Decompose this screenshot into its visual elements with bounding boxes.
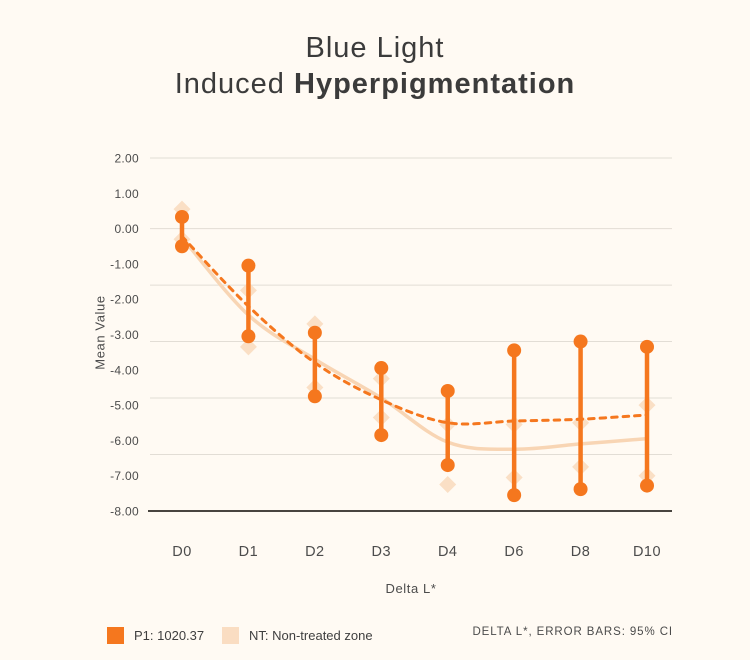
p1-ci-lower-dot xyxy=(307,389,322,404)
p1-ci-lower-dot xyxy=(507,488,522,503)
p1-ci-lower-dot xyxy=(640,478,655,493)
x-tick-label: D0 xyxy=(172,544,192,560)
p1-ci-upper-dot xyxy=(307,325,322,340)
nt-ci-diamond xyxy=(439,476,457,494)
legend-swatch-nt xyxy=(222,626,239,644)
x-tick-label: D4 xyxy=(438,544,458,560)
p1-ci-lower-dot xyxy=(440,458,455,473)
p1-ci-upper-dot xyxy=(175,209,189,224)
p1-ci-upper-dot xyxy=(374,361,389,376)
y-tick-label: 2.00 xyxy=(114,152,139,166)
x-tick-label: D6 xyxy=(504,544,524,560)
page-title-line-1: Blue Light xyxy=(305,32,445,64)
y-tick-label: -2.00 xyxy=(110,293,139,307)
legend-swatch-p1 xyxy=(107,626,124,644)
x-tick-label: D1 xyxy=(239,544,259,560)
legend-item-nt: NT: Non-treated zone xyxy=(222,622,373,648)
x-tick-label: D3 xyxy=(372,544,392,560)
p1-ci-lower-dot xyxy=(573,482,588,497)
p1-ci-upper-dot xyxy=(573,334,588,349)
y-tick-label: -8.00 xyxy=(110,505,139,519)
nt-ci-diamond xyxy=(239,338,257,356)
legend-label-nt: NT: Non-treated zone xyxy=(249,627,373,643)
y-tick-label: 0.00 xyxy=(114,222,139,236)
ci-footnote: DELTA L*, ERROR BARS: 95% CI xyxy=(472,626,673,638)
title-word-bold: Hyperpigmentation xyxy=(294,68,576,100)
page-title: Blue Light Induced Hyperpigmentation xyxy=(0,30,750,102)
x-tick-label: D2 xyxy=(305,544,325,560)
p1-ci-lower-dot xyxy=(374,428,389,443)
x-axis-title: Delta L* xyxy=(385,581,437,596)
y-tick-label: -4.00 xyxy=(110,363,139,377)
page-title-line-2: Induced Hyperpigmentation xyxy=(0,66,750,102)
legend-item-p1: P1: 1020.37 xyxy=(107,622,204,648)
x-tick-label: D8 xyxy=(571,544,591,560)
x-tick-label: D10 xyxy=(633,544,661,560)
p1-ci-lower-dot xyxy=(241,329,256,344)
y-tick-label: -5.00 xyxy=(110,399,139,413)
y-tick-label: -1.00 xyxy=(110,257,139,271)
y-tick-label: -3.00 xyxy=(110,328,139,342)
y-tick-label: -6.00 xyxy=(110,434,139,448)
title-word-regular: Induced xyxy=(174,68,294,100)
p1-ci-lower-dot xyxy=(175,239,189,254)
chart-legend: P1: 1020.37 NT: Non-treated zone DELTA L… xyxy=(0,622,750,648)
p1-ci-upper-dot xyxy=(241,258,256,273)
y-tick-label: 1.00 xyxy=(114,187,139,201)
p1-ci-upper-dot xyxy=(440,383,455,398)
p1-ci-upper-dot xyxy=(640,339,655,354)
p1-ci-upper-dot xyxy=(507,343,522,358)
legend-label-p1: P1: 1020.37 xyxy=(134,627,205,643)
y-tick-label: -7.00 xyxy=(110,469,139,483)
